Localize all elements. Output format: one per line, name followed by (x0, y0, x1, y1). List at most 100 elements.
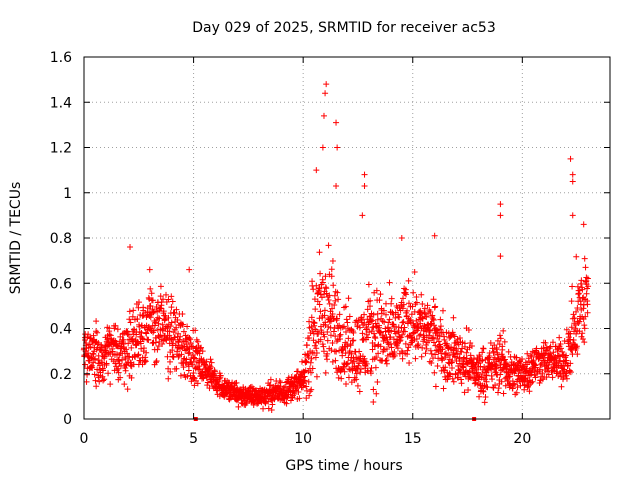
data-point (330, 328, 337, 335)
data-point (313, 373, 320, 380)
data-point (356, 348, 363, 355)
data-point (497, 335, 504, 342)
data-point (581, 339, 588, 346)
data-point (573, 308, 580, 315)
data-point (482, 369, 489, 376)
data-point (317, 308, 324, 315)
data-point (350, 358, 357, 365)
data-point (316, 284, 323, 291)
data-point (386, 279, 393, 286)
data-point (365, 281, 372, 288)
data-point (482, 393, 489, 400)
data-point (342, 303, 349, 310)
data-point (310, 286, 317, 293)
data-point (128, 374, 135, 381)
data-point (554, 368, 561, 375)
data-point (450, 314, 457, 321)
data-point (325, 242, 332, 249)
data-point (430, 334, 437, 341)
data-point (376, 322, 383, 329)
data-point (567, 330, 574, 337)
y-tick-label: 0.8 (50, 231, 72, 247)
data-point (374, 379, 381, 386)
data-point (467, 339, 474, 346)
data-point (165, 375, 172, 382)
data-point (500, 390, 507, 397)
data-point (334, 315, 341, 322)
data-point (191, 375, 198, 382)
data-point (189, 361, 196, 368)
data-point (498, 378, 505, 385)
data-point (582, 264, 589, 271)
data-point (385, 328, 392, 335)
data-point (324, 328, 331, 335)
data-point (91, 371, 98, 378)
data-point (124, 386, 131, 393)
data-point (497, 201, 504, 208)
data-point (361, 319, 368, 326)
data-point (479, 387, 486, 394)
data-point (582, 313, 589, 320)
x-tick-label: 0 (80, 431, 89, 447)
data-point (497, 371, 504, 378)
data-point (317, 336, 324, 343)
data-point (518, 355, 525, 362)
data-point (493, 344, 500, 351)
data-point (417, 310, 424, 317)
data-point (439, 307, 446, 314)
data-point (513, 354, 520, 361)
data-point (109, 345, 116, 352)
data-point (207, 365, 214, 372)
data-point (333, 338, 340, 345)
data-point (126, 308, 133, 315)
data-point (353, 376, 360, 383)
data-point (466, 368, 473, 375)
data-point (460, 361, 467, 368)
data-point (199, 348, 206, 355)
data-point (461, 389, 468, 396)
data-point (399, 355, 406, 362)
data-point (343, 361, 350, 368)
data-point (502, 382, 509, 389)
data-point (501, 356, 508, 363)
data-point (86, 341, 93, 348)
data-point (405, 300, 412, 307)
data-point (183, 356, 190, 363)
data-point (350, 329, 357, 336)
data-point (319, 341, 326, 348)
data-point (427, 347, 434, 354)
data-point (382, 328, 389, 335)
data-points (80, 81, 592, 414)
data-point (489, 376, 496, 383)
data-point (367, 313, 374, 320)
data-point (555, 352, 562, 359)
data-point (106, 331, 113, 338)
data-point (369, 317, 376, 324)
data-point (493, 365, 500, 372)
grid (84, 57, 610, 419)
data-point (370, 386, 377, 393)
data-point (517, 369, 524, 376)
data-point (326, 300, 333, 307)
data-point (355, 318, 362, 325)
data-point (332, 297, 339, 304)
data-point (115, 358, 122, 365)
data-point (301, 377, 308, 384)
data-point (125, 340, 132, 347)
data-point (400, 295, 407, 302)
data-point (164, 353, 171, 360)
data-point (314, 290, 321, 297)
data-point (554, 347, 561, 354)
data-point (82, 361, 89, 368)
data-point (190, 369, 197, 376)
data-point (153, 359, 160, 366)
data-point (207, 364, 214, 371)
data-point (570, 337, 577, 344)
data-point (105, 370, 112, 377)
data-point (328, 273, 335, 280)
data-point (437, 323, 444, 330)
data-point (90, 332, 97, 339)
data-point (147, 285, 154, 292)
data-point (377, 291, 384, 298)
data-point (551, 354, 558, 361)
